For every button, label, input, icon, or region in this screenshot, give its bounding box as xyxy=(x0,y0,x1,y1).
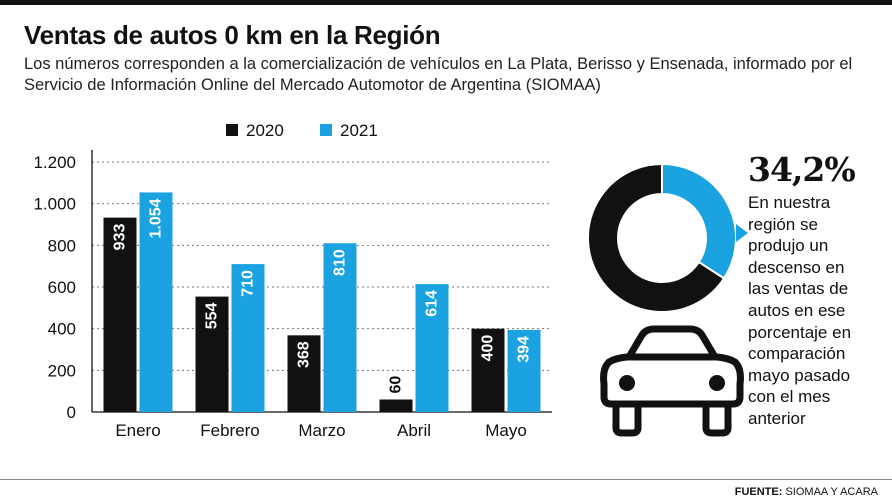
bar-2021 xyxy=(415,284,449,412)
y-tick-label: 200 xyxy=(48,361,76,380)
bar-2021 xyxy=(323,243,357,412)
percent-label: 34,2% xyxy=(748,150,856,189)
bar-2020 xyxy=(471,328,505,412)
car-icon-headlight-left xyxy=(619,375,635,391)
data-label: 933 xyxy=(112,224,129,251)
bar-2020 xyxy=(287,335,321,412)
car-icon xyxy=(600,325,744,437)
data-label: 810 xyxy=(332,249,349,276)
data-label: 400 xyxy=(480,335,497,362)
bottom-rule xyxy=(0,479,892,480)
y-tick-label: 600 xyxy=(48,278,76,297)
data-label: 710 xyxy=(240,270,257,297)
data-label: 394 xyxy=(516,336,533,363)
data-label: 554 xyxy=(204,302,221,329)
x-tick-label: Marzo xyxy=(298,421,345,440)
pointer-arrow xyxy=(736,224,748,242)
bar-2021 xyxy=(507,329,541,412)
y-tick-label: 400 xyxy=(48,320,76,339)
legend-swatch xyxy=(226,124,238,136)
car-icon-roof xyxy=(625,325,719,361)
donut-slice-main xyxy=(587,162,726,313)
source-label: FUENTE: xyxy=(734,486,783,498)
donut-slice-highlight xyxy=(661,162,737,280)
car-icon-headlight-right xyxy=(709,375,725,391)
bar-2020 xyxy=(103,217,137,412)
legend-label: 2020 xyxy=(246,121,284,140)
page-subtitle: Los números corresponden a la comerciali… xyxy=(24,55,853,94)
y-tick-label: 0 xyxy=(67,403,76,422)
percent-description: En nuestra región se produjo un descenso… xyxy=(748,193,852,428)
y-tick-label: 1.200 xyxy=(33,153,76,172)
car-icon-body xyxy=(600,353,744,408)
y-tick-label: 800 xyxy=(48,236,76,255)
bar-2020 xyxy=(379,399,413,412)
bar-2021 xyxy=(231,264,265,412)
car-icon-wheel-left xyxy=(612,400,642,437)
data-label: 60 xyxy=(388,376,405,394)
data-label: 368 xyxy=(296,341,313,368)
x-tick-label: Mayo xyxy=(485,421,527,440)
y-tick-label: 1.000 xyxy=(33,195,76,214)
x-tick-label: Febrero xyxy=(200,421,260,440)
source-note: FUENTE: SIOMAA Y ACARA xyxy=(735,486,878,498)
data-label: 1.054 xyxy=(148,198,165,238)
data-label: 614 xyxy=(424,290,441,317)
page-title: Ventas de autos 0 km en la Región xyxy=(24,20,441,50)
bar-2020 xyxy=(195,296,229,412)
chart-canvas: 0 200 400 600 800 1.000 1.200 Enero 933 1.054 Febr… xyxy=(33,121,748,440)
car-icon-wheel-right xyxy=(702,400,732,437)
x-tick-label: Enero xyxy=(115,421,160,440)
legend-swatch xyxy=(320,124,332,136)
top-rule xyxy=(0,0,892,5)
source-value: SIOMAA Y ACARA xyxy=(785,486,878,498)
legend-label: 2021 xyxy=(340,121,378,140)
bar-2021 xyxy=(139,192,173,412)
x-tick-label: Abril xyxy=(397,421,431,440)
